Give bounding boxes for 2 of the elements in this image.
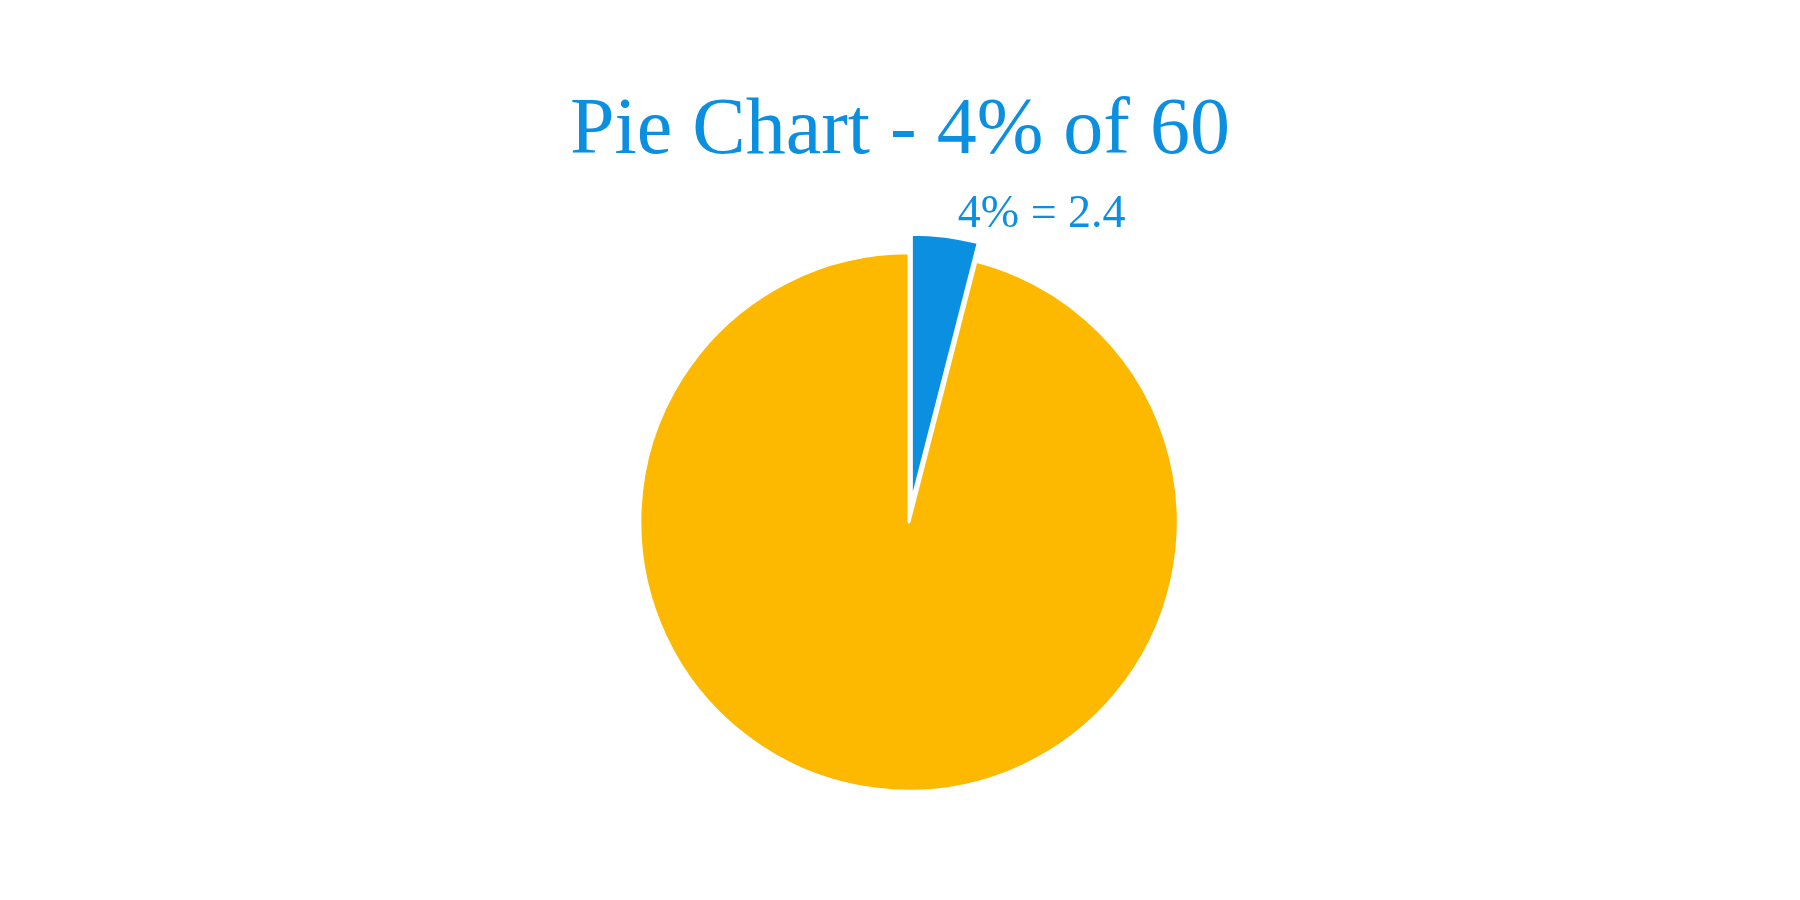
chart-title: Pie Chart - 4% of 60 <box>570 82 1230 170</box>
data-label: 4% = 2.4 <box>957 185 1126 237</box>
